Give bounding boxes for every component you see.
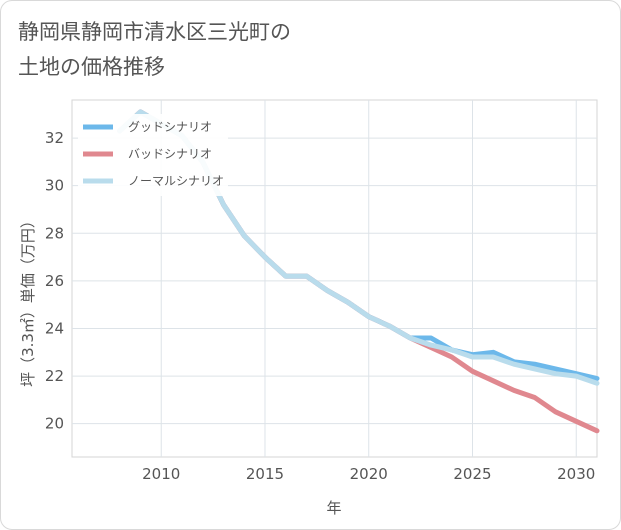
y-tick-26: 26 (45, 272, 64, 290)
y-tick-28: 28 (45, 224, 64, 242)
legend-label-1: バッドシナリオ (128, 147, 212, 161)
legend-label-0: グッドシナリオ (128, 120, 212, 134)
chart-title-line-1: 静岡県静岡市清水区三光町の (18, 20, 291, 44)
y-tick-20: 20 (45, 415, 64, 433)
x-tick-2030: 2030 (557, 465, 595, 483)
x-tick-labels: 2010 2015 2020 2025 2030 (142, 465, 595, 483)
x-tick-2010: 2010 (142, 465, 180, 483)
y-axis-label: 坪（3.3㎡）単価（万円） (19, 213, 37, 387)
chart-title-line-2: 土地の価格推移 (18, 55, 165, 79)
x-axis-label: 年 (326, 499, 341, 517)
x-tick-2025: 2025 (453, 465, 491, 483)
y-tick-30: 30 (45, 177, 64, 195)
y-tick-32: 32 (45, 129, 64, 147)
x-tick-2015: 2015 (246, 465, 284, 483)
y-tick-22: 22 (45, 367, 64, 385)
legend-label-2: ノーマルシナリオ (128, 174, 224, 188)
y-tick-24: 24 (45, 319, 64, 337)
x-tick-2020: 2020 (350, 465, 388, 483)
y-tick-labels: 20 22 24 26 28 30 32 (45, 129, 64, 433)
chart-title: 静岡県静岡市清水区三光町の 土地の価格推移 (18, 15, 418, 85)
